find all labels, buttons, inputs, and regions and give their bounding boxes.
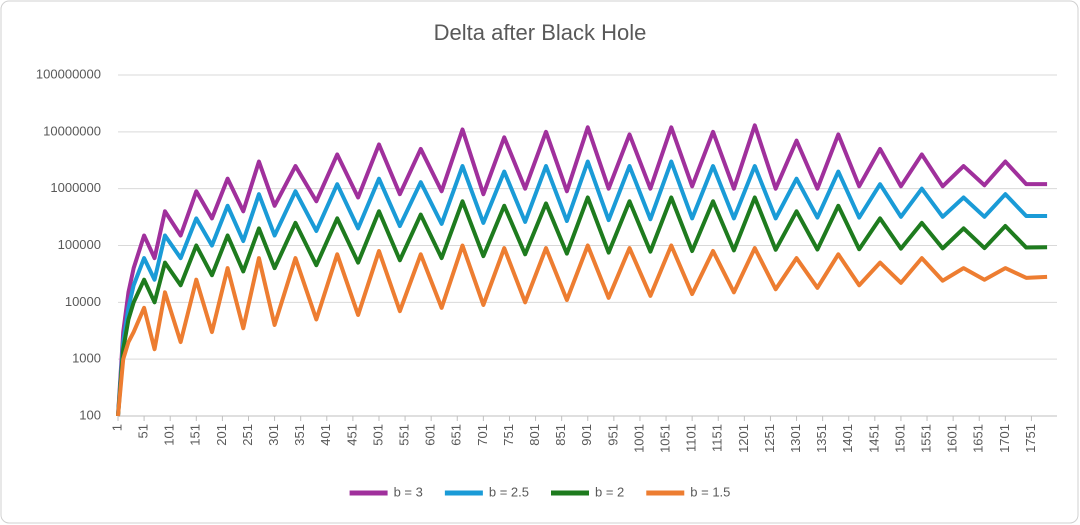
legend-label: b = 2.5 (489, 484, 529, 499)
x-tick-label: 151 (188, 424, 203, 446)
y-tick-label: 100000000 (36, 66, 101, 81)
x-tick-label: 751 (501, 424, 516, 446)
x-tick-label: 51 (136, 424, 151, 438)
y-tick-label: 1000000 (50, 180, 101, 195)
series-line (116, 195, 1048, 417)
legend-label: b = 1.5 (690, 484, 730, 499)
y-tick-label: 100000 (58, 237, 101, 252)
x-tick-label: 1701 (997, 424, 1012, 453)
x-tick-label: 1201 (736, 424, 751, 453)
x-tick-label: 601 (423, 424, 438, 446)
x-tick-label: 1551 (918, 424, 933, 453)
x-tick-label: 1 (109, 424, 124, 431)
legend-label: b = 2 (595, 484, 624, 499)
x-tick-label: 901 (579, 424, 594, 446)
x-tick-label: 1501 (892, 424, 907, 453)
series-line (116, 243, 1048, 417)
x-tick-label: 1301 (788, 424, 803, 453)
x-tick-label: 1001 (631, 424, 646, 453)
x-tick-label: 1751 (1023, 424, 1038, 453)
x-tick-label: 1401 (840, 424, 855, 453)
x-tick-label: 101 (162, 424, 177, 446)
chart-title: Delta after Black Hole (434, 20, 647, 45)
x-tick-label: 1101 (684, 424, 699, 452)
y-tick-label: 100 (79, 407, 101, 422)
x-tick-label: 1051 (657, 424, 672, 453)
series-line (116, 159, 1048, 417)
x-tick-label: 551 (397, 424, 412, 446)
x-tick-label: 1451 (866, 424, 881, 453)
x-tick-label: 951 (605, 424, 620, 446)
x-tick-label: 1251 (762, 424, 777, 453)
y-tick-label: 10000000 (43, 123, 101, 138)
x-tick-label: 251 (240, 424, 255, 446)
y-tick-label: 1000 (72, 351, 101, 366)
x-tick-label: 351 (292, 424, 307, 446)
x-tick-label: 1601 (945, 424, 960, 453)
y-tick-label: 10000 (65, 294, 101, 309)
x-tick-label: 1151 (710, 424, 725, 452)
x-tick-label: 301 (266, 424, 281, 446)
x-tick-label: 201 (214, 424, 229, 446)
x-tick-label: 801 (527, 424, 542, 446)
x-tick-label: 1351 (814, 424, 829, 453)
x-tick-label: 851 (553, 424, 568, 446)
series-line (116, 123, 1048, 417)
x-tick-label: 401 (318, 424, 333, 446)
x-tick-label: 1651 (971, 424, 986, 453)
x-tick-label: 651 (449, 424, 464, 446)
legend-label: b = 3 (394, 484, 423, 499)
x-tick-label: 701 (475, 424, 490, 446)
x-tick-label: 501 (370, 424, 385, 446)
x-tick-label: 451 (344, 424, 359, 446)
